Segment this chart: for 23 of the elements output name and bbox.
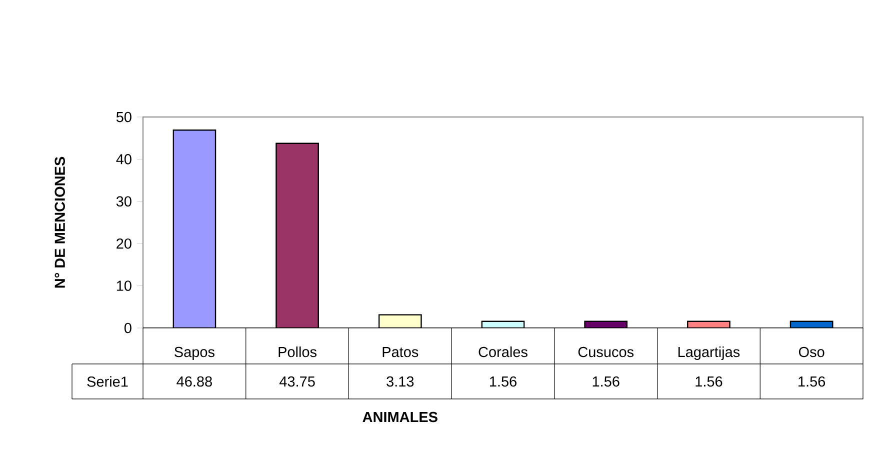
x-tick-label: Pollos bbox=[278, 346, 317, 358]
x-tick-label: Oso bbox=[798, 346, 824, 358]
data-label: 1.56 bbox=[592, 376, 620, 387]
data-label: 3.13 bbox=[386, 376, 414, 387]
x-tick-label: Patos bbox=[382, 347, 418, 358]
x-axis-title: ANIMALES bbox=[362, 412, 438, 422]
y-axis-title: N° DE MENCIONES bbox=[54, 156, 65, 288]
x-tick-label: Lagartijas bbox=[678, 346, 740, 360]
y-tick-label: 0 bbox=[124, 322, 132, 334]
x-tick-label: Cusucos bbox=[578, 346, 634, 358]
y-tick-label: 40 bbox=[116, 154, 132, 164]
y-tick-label: 50 bbox=[116, 112, 132, 122]
data-label: 1.56 bbox=[490, 376, 516, 387]
data-label: 43.75 bbox=[279, 376, 315, 387]
x-tick-label: Corales bbox=[478, 346, 528, 358]
text: Serie1 bbox=[87, 376, 128, 387]
data-label: 1.56 bbox=[696, 376, 722, 387]
y-tick-label: 20 bbox=[116, 238, 132, 249]
y-tick-label: 30 bbox=[116, 196, 132, 207]
data-label: 46.88 bbox=[176, 376, 212, 387]
y-tick-label: 10 bbox=[116, 280, 132, 291]
x-tick-label: Sapos bbox=[174, 346, 214, 360]
data-label: 1.56 bbox=[798, 376, 826, 387]
